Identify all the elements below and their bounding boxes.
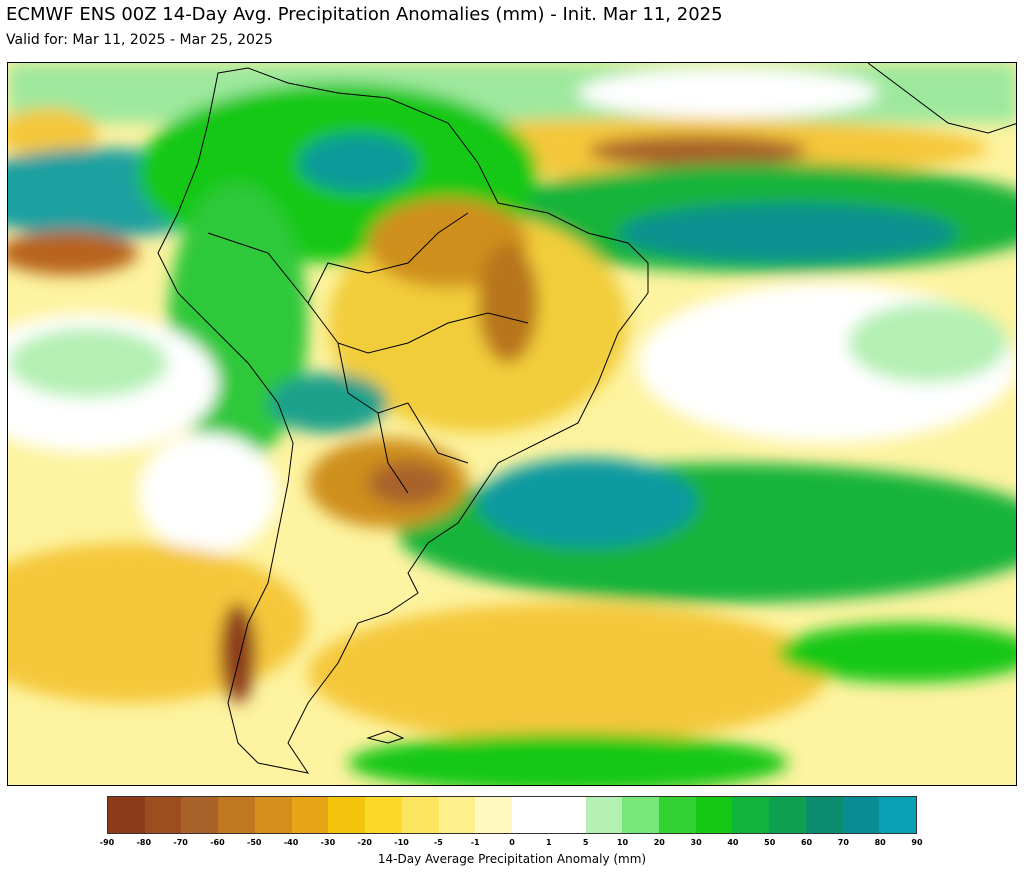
colorbar-swatch — [181, 797, 219, 833]
colorbar-tick-label: 70 — [837, 838, 849, 847]
colorbar-tick-label: -70 — [173, 838, 188, 847]
colorbar-tick-label: -1 — [470, 838, 480, 847]
colorbar-tick-label: 20 — [653, 838, 665, 847]
colorbar: -90 -80 -70 -60 -50 -40 -30 -20 -10 -5 -1 0 1 5 10 20 30… — [100, 796, 923, 847]
coastline — [157, 63, 1016, 774]
chart-title: ECMWF ENS 00Z 14-Day Avg. Precipitation … — [6, 4, 723, 25]
colorbar-tick-label: 10 — [616, 838, 629, 847]
colorbar-tick-label: -10 — [394, 838, 409, 847]
colorbar-swatch — [732, 797, 770, 833]
colorbar-tick-label: 60 — [800, 838, 813, 847]
colorbar-tick-label: -60 — [210, 838, 225, 847]
colorbar-tick-label: -50 — [247, 838, 262, 847]
colorbar-swatch — [328, 797, 366, 833]
colorbar-swatch — [879, 797, 917, 833]
colorbar-swatch — [475, 797, 513, 833]
colorbar-tick-label: 50 — [764, 838, 776, 847]
colorbar-tick-label: 1 — [546, 838, 552, 847]
colorbar-swatch — [144, 797, 182, 833]
colorbar-swatch — [365, 797, 402, 833]
colorbar-swatch — [401, 797, 439, 833]
colorbar-swatch — [291, 797, 329, 833]
colorbar-swatch — [585, 797, 623, 833]
colorbar-swatch — [695, 797, 733, 833]
colorbar-label: 14-Day Average Precipitation Anomaly (mm… — [377, 852, 647, 866]
colorbar-tick-label: 40 — [727, 838, 739, 847]
colorbar-swatch — [805, 797, 843, 833]
colorbar-swatch — [254, 797, 292, 833]
colorbar-tick-label: -40 — [283, 838, 299, 847]
colorbar-tick-label: -80 — [136, 838, 152, 847]
colorbar-swatch — [108, 797, 145, 833]
colorbar-swatch — [548, 797, 586, 833]
colorbar-tick-label: 80 — [874, 838, 886, 847]
colorbar-tick-label: -90 — [99, 838, 115, 847]
colorbar-swatch — [438, 797, 476, 833]
colorbar-tick-label: -20 — [357, 838, 372, 847]
colorbar-swatch — [218, 797, 255, 833]
colorbar-swatch — [512, 797, 549, 833]
chart-subtitle: Valid for: Mar 11, 2025 - Mar 25, 2025 — [6, 32, 273, 48]
colorbar-tick-label: -30 — [320, 838, 336, 847]
colorbar-swatch — [622, 797, 660, 833]
colorbar-swatches — [107, 796, 917, 834]
colorbar-tick-label: 5 — [582, 838, 589, 847]
colorbar-swatch — [769, 797, 806, 833]
colorbar-tick-label: 30 — [690, 838, 702, 847]
colorbar-tick-label: 90 — [911, 838, 923, 847]
colorbar-tick-label: -5 — [433, 838, 443, 847]
colorbar-swatch — [842, 797, 880, 833]
colorbar-swatch — [659, 797, 696, 833]
colorbar-ticks: -90 -80 -70 -60 -50 -40 -30 -20 -10 -5 -1 0 1 5 10 20 30… — [100, 838, 923, 850]
precipitation-anomaly-map — [7, 62, 1017, 786]
colorbar-tick-label: 0 — [509, 838, 515, 847]
